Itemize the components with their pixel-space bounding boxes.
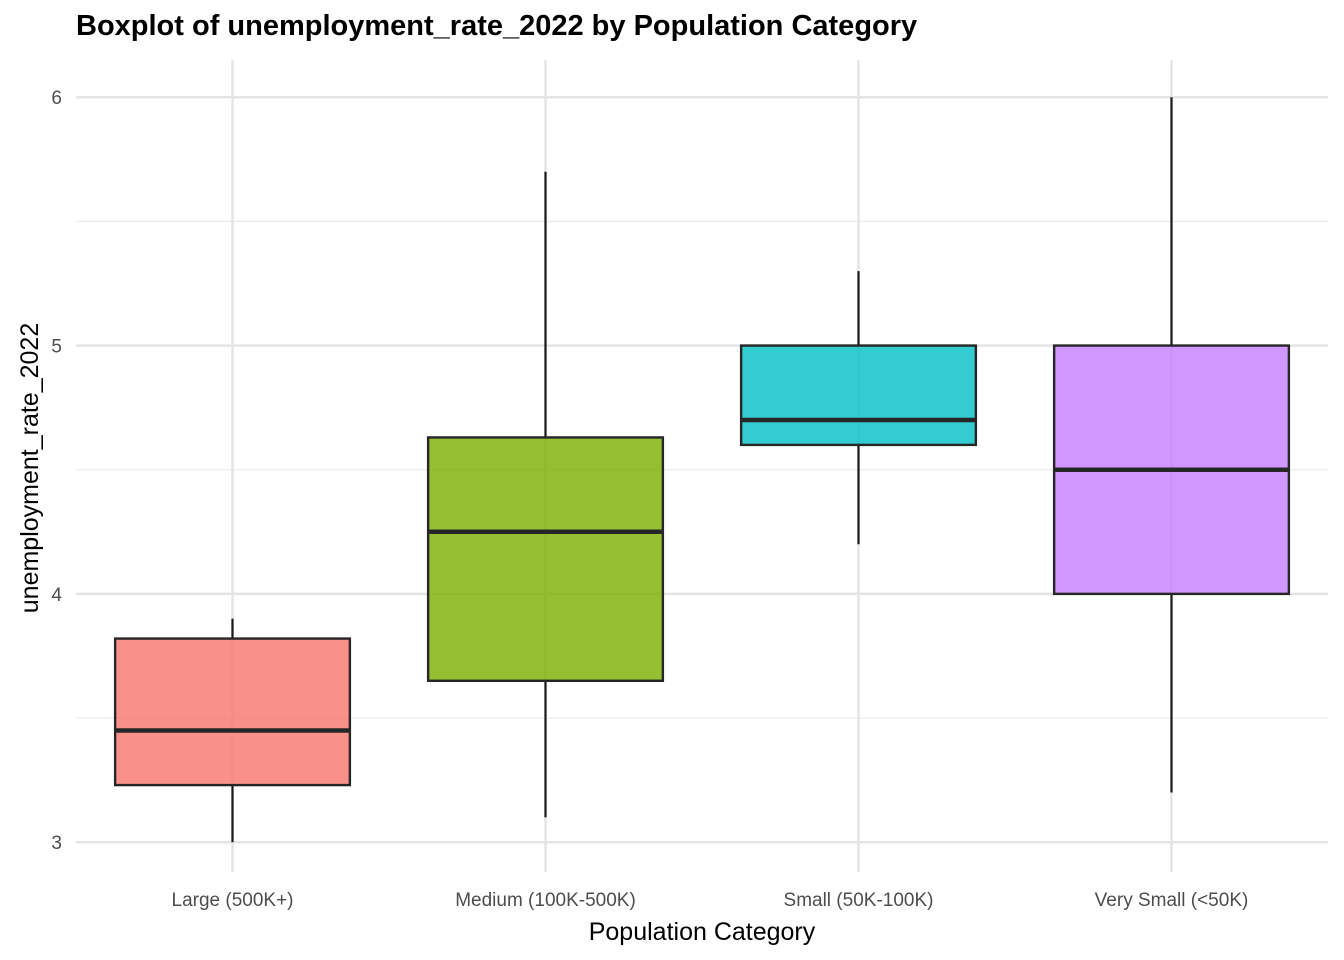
y-tick-label: 5 [51, 337, 62, 358]
y-tick-label: 6 [51, 88, 62, 109]
y-tick-label: 3 [51, 833, 62, 854]
y-tick-label: 4 [51, 585, 62, 606]
x-tick-label: Medium (100K-500K) [455, 890, 636, 911]
x-tick-label: Very Small (<50K) [1095, 890, 1249, 911]
x-tick-label: Small (50K-100K) [784, 890, 934, 911]
x-tick-label: Large (500K+) [172, 890, 294, 911]
chart-title: Boxplot of unemployment_rate_2022 by Pop… [76, 10, 918, 42]
x-axis-title: Population Category [589, 918, 816, 946]
box-iqr [739, 344, 978, 447]
boxes-layer [113, 97, 1291, 843]
y-tick-labels: 3 4 5 6 [51, 88, 62, 854]
box-iqr [426, 436, 665, 682]
box-iqr [113, 637, 352, 787]
y-axis-title: unemployment_rate_2022 [16, 323, 44, 613]
x-tick-labels: Large (500K+) Medium (100K-500K) Small (50… [172, 890, 1249, 911]
